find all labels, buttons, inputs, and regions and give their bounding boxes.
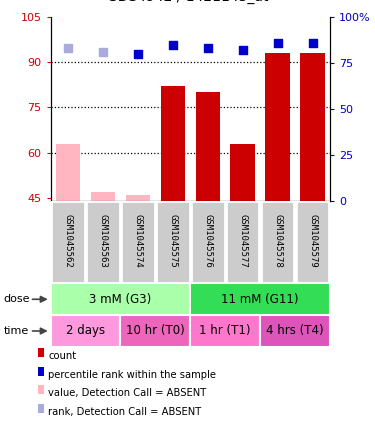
Bar	[51, 315, 120, 347]
Point	[100, 49, 106, 55]
Bar	[190, 283, 330, 315]
Bar	[38, 348, 44, 357]
Text: GSM1045574: GSM1045574	[134, 214, 142, 267]
Text: 1 hr (T1): 1 hr (T1)	[200, 324, 251, 338]
Bar	[160, 86, 185, 201]
Text: GSM1045576: GSM1045576	[203, 214, 212, 267]
Bar	[56, 144, 80, 201]
Text: GDS4942 / 1421143_at: GDS4942 / 1421143_at	[107, 0, 268, 4]
Point	[205, 45, 211, 52]
Point	[135, 50, 141, 57]
Bar	[86, 201, 120, 283]
Text: GSM1045578: GSM1045578	[273, 214, 282, 267]
Bar	[296, 201, 329, 283]
Bar	[38, 404, 44, 413]
Point	[170, 41, 176, 48]
Point	[309, 39, 315, 46]
Bar	[226, 201, 260, 283]
Bar	[260, 315, 330, 347]
Bar	[51, 201, 85, 283]
Bar	[261, 201, 294, 283]
Bar	[38, 367, 44, 376]
Text: GSM1045579: GSM1045579	[308, 214, 317, 267]
Text: 10 hr (T0): 10 hr (T0)	[126, 324, 185, 338]
Text: GSM1045577: GSM1045577	[238, 214, 247, 267]
Bar	[38, 385, 44, 395]
Bar	[266, 53, 290, 201]
Point	[65, 45, 71, 52]
Text: dose: dose	[4, 294, 30, 304]
Point	[274, 39, 280, 46]
Text: 3 mM (G3): 3 mM (G3)	[89, 293, 152, 306]
Bar	[300, 53, 325, 201]
Text: 11 mM (G11): 11 mM (G11)	[221, 293, 299, 306]
Bar	[121, 201, 155, 283]
Bar	[120, 315, 190, 347]
Bar	[156, 201, 190, 283]
Text: time: time	[4, 326, 29, 336]
Text: count: count	[48, 351, 76, 361]
Text: GSM1045563: GSM1045563	[99, 214, 108, 267]
Bar	[190, 315, 260, 347]
Bar	[126, 195, 150, 201]
Text: 4 hrs (T4): 4 hrs (T4)	[266, 324, 324, 338]
Text: GSM1045562: GSM1045562	[64, 214, 73, 267]
Text: percentile rank within the sample: percentile rank within the sample	[48, 370, 216, 379]
Text: GSM1045575: GSM1045575	[168, 214, 177, 267]
Point	[240, 47, 246, 53]
Bar	[191, 201, 225, 283]
Text: 2 days: 2 days	[66, 324, 105, 338]
Text: rank, Detection Call = ABSENT: rank, Detection Call = ABSENT	[48, 407, 201, 417]
Text: value, Detection Call = ABSENT: value, Detection Call = ABSENT	[48, 388, 207, 398]
Bar	[231, 144, 255, 201]
Bar	[195, 92, 220, 201]
Bar	[51, 283, 190, 315]
Bar	[91, 192, 115, 201]
